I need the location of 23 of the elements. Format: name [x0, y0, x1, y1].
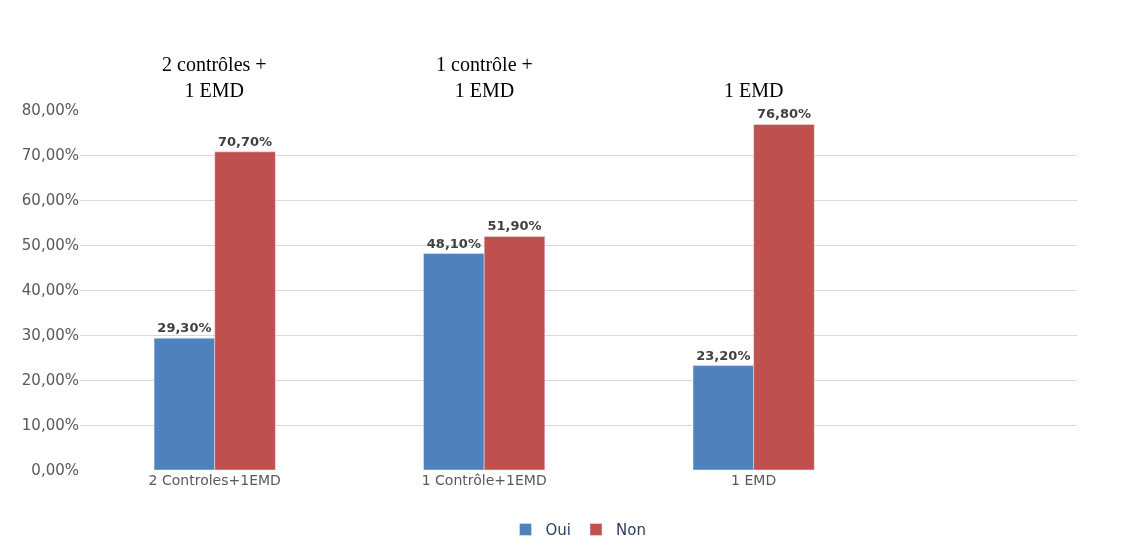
y-tick-label: 50,00% — [21, 236, 79, 255]
y-tick-label: 70,00% — [21, 146, 79, 165]
y-tick-label: 20,00% — [21, 371, 79, 390]
data-label: 76,80% — [756, 106, 812, 122]
data-label: 51,90% — [487, 218, 542, 234]
y-tick-label: 0,00% — [31, 461, 79, 480]
text: 2 contrôles + 1 EMD — [162, 53, 267, 101]
y-tick-label: 60,00% — [21, 191, 79, 210]
x-tick-label: 1 Contrôle+1EMD — [421, 472, 547, 488]
data-label: 70,70% — [217, 133, 273, 149]
y-tick-label: 80,00% — [21, 101, 79, 120]
data-label: 29,30% — [157, 320, 212, 336]
x-tick-label: 2 Controles+1EMD — [148, 472, 281, 488]
y-tick-label: 40,00% — [21, 281, 79, 300]
legend-label: Oui — [545, 521, 571, 540]
data-label: 23,20% — [696, 347, 751, 363]
data-label: 48,10% — [426, 235, 481, 251]
y-tick-label: 30,00% — [21, 326, 79, 345]
text: 1 EMD — [724, 79, 784, 101]
x-tick-label: 1 EMD — [731, 472, 777, 488]
legend-label: Non — [615, 521, 646, 540]
text: 1 contrôle + 1 EMD — [436, 53, 533, 101]
y-tick-label: 10,00% — [21, 416, 79, 435]
